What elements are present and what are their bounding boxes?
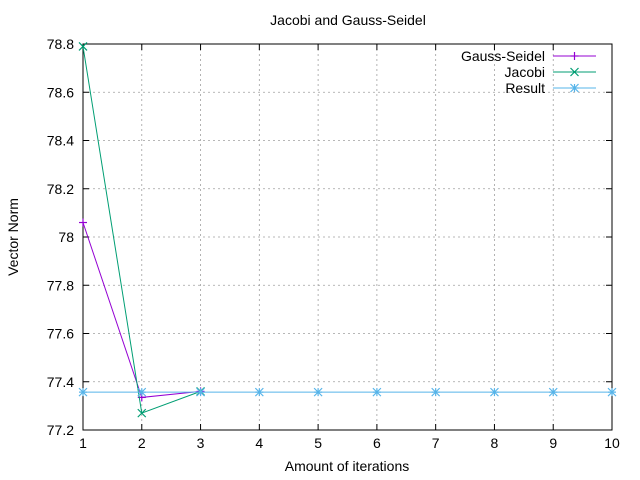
series-layer (78, 41, 617, 418)
x-tick-label: 6 (373, 435, 381, 451)
legend-marker-gauss-seidel (570, 52, 579, 60)
data-point-result (196, 387, 205, 397)
data-point-result (313, 387, 323, 397)
data-point-result (431, 387, 441, 397)
x-tick-label: 4 (255, 435, 263, 451)
x-tick-label: 2 (138, 435, 146, 451)
y-tick-label: 77.4 (47, 374, 74, 390)
data-point-result (137, 387, 147, 397)
plot-frame (82, 43, 613, 431)
y-tick-label: 77.8 (47, 277, 74, 293)
data-point-result (78, 387, 88, 397)
y-tick-label: 78.8 (47, 36, 74, 52)
y-axis-label: Vector Norm (5, 198, 21, 276)
x-tick-label: 8 (491, 435, 499, 451)
legend-label-result: Result (505, 80, 545, 96)
x-tick-label: 1 (79, 435, 87, 451)
data-point-result (490, 387, 499, 397)
y-tick-label: 78.2 (47, 181, 74, 197)
y-tick-label: 78.6 (47, 84, 74, 100)
data-point-jacobi (137, 408, 147, 418)
y-tick-label: 78 (58, 229, 74, 245)
chart-title: Jacobi and Gauss-Seidel (270, 12, 426, 28)
y-tick-label: 77.2 (47, 422, 74, 438)
y-tick-label: 78.4 (47, 133, 74, 149)
legend-marker-result (570, 83, 579, 93)
x-tick-label: 3 (197, 435, 205, 451)
data-point-jacobi (78, 41, 88, 51)
legend-label-gauss-seidel: Gauss-Seidel (461, 48, 545, 64)
data-point-result (607, 387, 617, 397)
x-tick-label: 5 (314, 435, 322, 451)
grid (82, 43, 613, 431)
data-point-gauss-seidel (79, 218, 87, 227)
data-point-result (254, 387, 264, 397)
series-result (78, 387, 617, 397)
y-tick-label: 77.6 (47, 326, 74, 342)
legend-marker-jacobi (570, 67, 579, 77)
x-tick-label: 7 (432, 435, 440, 451)
x-tick-label: 10 (604, 435, 620, 451)
legend-label-jacobi: Jacobi (505, 64, 545, 80)
x-axis-label: Amount of iterations (285, 458, 410, 474)
data-point-result (372, 387, 382, 397)
x-tick-label: 9 (549, 435, 557, 451)
data-point-result (548, 387, 558, 397)
